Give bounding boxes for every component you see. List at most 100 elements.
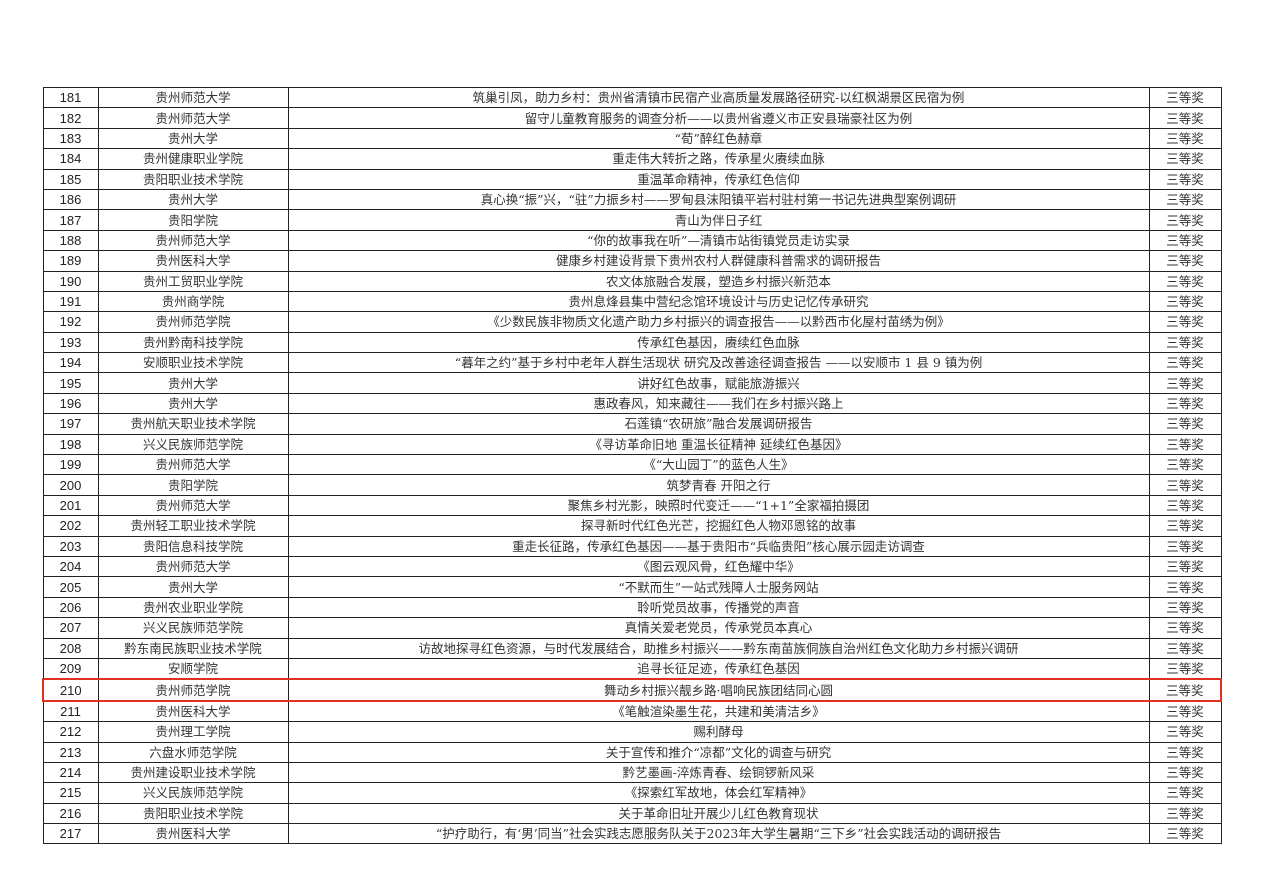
project-title: 青山为伴日子红	[287, 209, 1150, 231]
row-number: 214	[42, 761, 99, 784]
award-level: 三等奖	[1148, 229, 1222, 252]
row-number: 194	[42, 352, 99, 374]
school-name: 贵州理工学院	[97, 721, 289, 743]
school-name: 贵州航天职业技术学院	[97, 413, 289, 435]
row-number: 187	[42, 209, 99, 231]
project-title: 赐利酵母	[287, 721, 1150, 743]
award-level: 三等奖	[1148, 372, 1222, 394]
school-name: 贵州师范大学	[97, 555, 289, 578]
project-title: 聚焦乡村光影，映照时代变迁——“1+1”全家福拍摄团	[287, 494, 1150, 517]
award-level: 三等奖	[1148, 413, 1222, 435]
table-row: 205 贵州大学 “不默而生”一站式残障人士服务网站 三等奖	[42, 576, 1222, 598]
award-level: 三等奖	[1148, 657, 1222, 680]
project-title: 追寻长征足迹，传承红色基因	[287, 657, 1150, 680]
table-row: 208 黔东南民族职业技术学院 访故地探寻红色资源，与时代发展结合，助推乡村振兴——…	[42, 637, 1222, 659]
school-name: 贵州大学	[97, 576, 289, 598]
school-name: 贵州大学	[97, 392, 289, 415]
awards-table: 181 贵州师范大学 筑巢引凤，助力乡村：贵州省清镇市民宿产业高质量发展路径研究-以…	[42, 86, 1222, 845]
table-row: 185 贵阳职业技术学院 重温革命精神，传承红色信仰 三等奖	[42, 168, 1222, 190]
row-number: 184	[42, 148, 99, 170]
table-row: 198 兴义民族师范学院 《寻访革命旧地 重温长征精神 延续红色基因》 三等奖	[42, 433, 1222, 456]
row-number: 193	[42, 331, 99, 354]
project-title: 关于宣传和推介“凉都”文化的调查与研究	[287, 741, 1150, 763]
award-level: 三等奖	[1148, 188, 1222, 211]
table-row: 209 安顺学院 追寻长征足迹，传承红色基因 三等奖	[42, 657, 1222, 680]
table-row: 182 贵州师范大学 留守儿童教育服务的调查分析——以贵州省遵义市正安县瑞豪社区为例…	[42, 107, 1222, 129]
row-number: 197	[42, 413, 99, 435]
table-row: 207 兴义民族师范学院 真情关爱老党员，传承党员本真心 三等奖	[42, 617, 1222, 639]
project-title: 真情关爱老党员，传承党员本真心	[287, 617, 1150, 639]
project-title: 重走伟大转折之路，传承星火赓续血脉	[287, 148, 1150, 170]
award-level: 三等奖	[1148, 290, 1222, 313]
table-row: 196 贵州大学 惠政春风，知来藏往——我们在乡村振兴路上 三等奖	[42, 392, 1222, 415]
award-level: 三等奖	[1148, 576, 1222, 598]
project-title: 《少数民族非物质文化遗产助力乡村振兴的调查报告——以黔西市化屋村苗绣为例》	[287, 311, 1150, 333]
school-name: 贵阳信息科技学院	[97, 535, 289, 557]
award-level: 三等奖	[1148, 741, 1222, 763]
row-number: 204	[42, 555, 99, 578]
award-level: 三等奖	[1148, 270, 1222, 292]
project-title: “不默而生”一站式残障人士服务网站	[287, 576, 1150, 598]
table-row: 206 贵州农业职业学院 聆听党员故事，传播党的声音 三等奖	[42, 596, 1222, 619]
table-row: 191 贵州商学院 贵州息烽县集中营纪念馆环境设计与历史记忆传承研究 三等奖	[42, 290, 1222, 313]
school-name: 贵州健康职业学院	[97, 148, 289, 170]
row-number: 181	[42, 86, 99, 109]
table-row: 211 贵州医科大学 《笔触渲染墨生花，共建和美清洁乡》 三等奖	[42, 700, 1222, 723]
award-level: 三等奖	[1148, 494, 1222, 517]
table-row: 188 贵州师范大学 “你的故事我在听”—清镇市站街镇党员走访实录 三等奖	[42, 229, 1222, 252]
award-level: 三等奖	[1148, 637, 1222, 659]
row-number: 216	[42, 802, 99, 825]
award-level: 三等奖	[1148, 433, 1222, 456]
award-level: 三等奖	[1148, 721, 1222, 743]
school-name: 贵阳职业技术学院	[97, 168, 289, 190]
table-row: 216 贵阳职业技术学院 关于革命旧址开展少儿红色教育现状 三等奖	[42, 802, 1222, 825]
award-level: 三等奖	[1148, 515, 1222, 537]
project-title: “你的故事我在听”—清镇市站街镇党员走访实录	[287, 229, 1150, 252]
school-name: 贵阳学院	[97, 474, 289, 496]
row-number: 215	[42, 782, 99, 804]
award-level: 三等奖	[1148, 596, 1222, 619]
row-number: 213	[42, 741, 99, 763]
row-number: 183	[42, 127, 99, 150]
award-level: 三等奖	[1148, 700, 1222, 723]
row-number: 217	[42, 823, 99, 845]
school-name: 贵州建设职业技术学院	[97, 761, 289, 784]
project-title: 《探索红军故地，体会红军精神》	[287, 782, 1150, 804]
table-row: 189 贵州医科大学 健康乡村建设背景下贵州农村人群健康科普需求的调研报告 三等奖	[42, 250, 1222, 272]
table-row: 203 贵阳信息科技学院 重走长征路，传承红色基因——基于贵阳市“兵临贵阳”核心展示…	[42, 535, 1222, 557]
school-name: 贵州师范大学	[97, 86, 289, 109]
row-number: 203	[42, 535, 99, 557]
school-name: 安顺学院	[97, 657, 289, 680]
school-name: 贵州医科大学	[97, 700, 289, 723]
award-level: 三等奖	[1148, 535, 1222, 557]
school-name: 贵州师范大学	[97, 454, 289, 476]
row-number: 201	[42, 494, 99, 517]
table-row: 202 贵州轻工职业技术学院 探寻新时代红色光芒，挖掘红色人物邓恩铭的故事 三等奖	[42, 515, 1222, 537]
row-number: 207	[42, 617, 99, 639]
school-name: 贵州工贸职业学院	[97, 270, 289, 292]
table-row: 194 安顺职业技术学院 “暮年之约”基于乡村中老年人群生活现状 研究及改善途径调查…	[42, 352, 1222, 374]
project-title: “荀”醉红色赫章	[287, 127, 1150, 150]
award-level: 三等奖	[1148, 555, 1222, 578]
school-name: 贵州商学院	[97, 290, 289, 313]
table-row: 199 贵州师范大学 《“大山园丁”的蓝色人生》 三等奖	[42, 454, 1222, 476]
row-number: 202	[42, 515, 99, 537]
project-title: “暮年之约”基于乡村中老年人群生活现状 研究及改善途径调查报告 ——以安顺市 1…	[287, 352, 1150, 374]
project-title: 真心换“振”兴，“驻”力振乡村——罗甸县沫阳镇平岩村驻村第一书记先进典型案例调研	[287, 188, 1150, 211]
project-title: 黔艺墨画-淬炼青春、绘铜锣新风采	[287, 761, 1150, 784]
award-level: 三等奖	[1148, 454, 1222, 476]
project-title: 聆听党员故事，传播党的声音	[287, 596, 1150, 619]
awards-table-body: 181 贵州师范大学 筑巢引凤，助力乡村：贵州省清镇市民宿产业高质量发展路径研究-以…	[42, 86, 1222, 845]
award-level: 三等奖	[1148, 617, 1222, 639]
project-title: 留守儿童教育服务的调查分析——以贵州省遵义市正安县瑞豪社区为例	[287, 107, 1150, 129]
table-row: 181 贵州师范大学 筑巢引凤，助力乡村：贵州省清镇市民宿产业高质量发展路径研究-以…	[42, 86, 1222, 109]
project-title: 舞动乡村振兴靓乡路·唱响民族团结同心圆	[287, 678, 1150, 702]
project-title: 《图云观风骨，红色耀中华》	[287, 555, 1150, 578]
row-number: 211	[42, 700, 99, 723]
table-row: 200 贵阳学院 筑梦青春 开阳之行 三等奖	[42, 474, 1222, 496]
project-title: 贵州息烽县集中营纪念馆环境设计与历史记忆传承研究	[287, 290, 1150, 313]
award-level: 三等奖	[1148, 802, 1222, 825]
school-name: 贵州医科大学	[97, 250, 289, 272]
school-name: 兴义民族师范学院	[97, 433, 289, 456]
row-number: 192	[42, 311, 99, 333]
